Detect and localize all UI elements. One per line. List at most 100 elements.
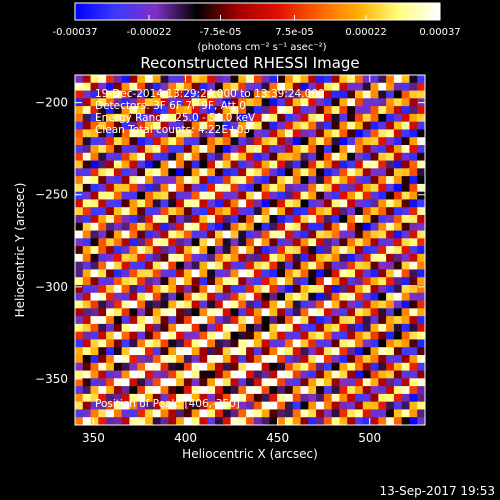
x-axis: 350 400 450 500 (82, 75, 381, 445)
heatmap-cell (261, 292, 271, 302)
heatmap-cell (160, 230, 169, 239)
heatmap-cell (362, 253, 372, 263)
heatmap-cell (339, 82, 348, 92)
heatmap-cell (393, 222, 403, 232)
heatmap-cell (316, 316, 325, 325)
heatmap-cell (121, 347, 131, 356)
heatmap-cell (215, 121, 224, 131)
heatmap-cell (316, 230, 325, 239)
heatmap-cell (137, 300, 146, 309)
heatmap-cell (246, 269, 255, 278)
heatmap-cell (323, 238, 333, 247)
heatmap-cell (316, 277, 325, 286)
y-axis-tick-label: −250 (35, 188, 68, 202)
heatmap-cell (152, 137, 162, 146)
heatmap-cell (261, 347, 271, 356)
heatmap-cell (393, 401, 403, 411)
heatmap-cell (386, 285, 395, 294)
heatmap-cell (261, 137, 271, 146)
heatmap-cell (199, 362, 208, 372)
heatmap-cell (230, 347, 239, 356)
heatmap-cell (339, 222, 348, 232)
heatmap-cell (168, 238, 177, 247)
heatmap-cell (300, 417, 309, 425)
heatmap-cell (308, 362, 317, 372)
heatmap-cell (98, 82, 107, 92)
heatmap-cell (176, 238, 185, 247)
heatmap-cell (90, 176, 99, 185)
colorbar-ticks: -0.00037 -0.00022 -7.5e-05 7.5e-05 0.00022 0.… (53, 15, 461, 38)
heatmap-cell (409, 152, 418, 162)
heatmap-cell (393, 82, 403, 92)
heatmap-cell (160, 82, 169, 92)
heatmap-cell (121, 152, 131, 162)
heatmap-cell (370, 277, 379, 286)
heatmap-cell (285, 152, 294, 162)
heatmap-cell (207, 90, 216, 99)
heatmap-cell (269, 75, 278, 84)
heatmap-cell (253, 277, 263, 286)
heatmap-cell (145, 300, 154, 309)
heatmap-cell (199, 292, 208, 302)
heatmap-cell (145, 323, 154, 333)
heatmap-cell (277, 238, 286, 247)
heatmap-cell (269, 98, 278, 107)
heatmap-cell (401, 137, 411, 146)
heatmap-cell (152, 145, 162, 154)
heatmap-cell (386, 277, 395, 286)
heatmap-cell (145, 230, 154, 239)
heatmap-cell (370, 316, 379, 325)
heatmap-cell (300, 207, 309, 216)
heatmap-cell (121, 386, 131, 395)
heatmap-cell (386, 82, 395, 92)
heatmap-cell (347, 355, 356, 364)
heatmap-cell (300, 113, 309, 123)
heatmap-cell (409, 355, 418, 364)
heatmap-cell (253, 331, 263, 341)
heatmap-cell (113, 285, 123, 294)
heatmap-cell (339, 207, 348, 216)
heatmap-cell (82, 82, 92, 92)
heatmap-cell (401, 207, 411, 216)
heatmap-cell (183, 238, 193, 247)
heatmap-cell (362, 246, 372, 255)
heatmap-cell (339, 292, 348, 302)
heatmap-cell (253, 137, 263, 146)
heatmap-cell (230, 362, 239, 372)
heatmap-cell (316, 121, 325, 131)
heatmap-cell (215, 129, 224, 138)
heatmap-cell (308, 277, 317, 286)
heatmap-cell (137, 409, 146, 418)
heatmap-cell (347, 168, 356, 177)
x-axis-tick-label: 500 (358, 431, 381, 445)
heatmap-cell (300, 98, 309, 107)
heatmap-cell (199, 269, 208, 278)
heatmap-cell (269, 277, 278, 286)
heatmap-cell (292, 285, 302, 294)
heatmap-cell (215, 355, 224, 364)
heatmap-cell (82, 339, 92, 348)
heatmap-cell (137, 191, 146, 201)
heatmap-cell (339, 362, 348, 372)
heatmap-cell (308, 386, 317, 395)
heatmap-cell (90, 253, 99, 263)
heatmap-cell (160, 378, 169, 387)
heatmap-cell (355, 417, 364, 425)
heatmap-cell (417, 199, 425, 208)
heatmap-cell (207, 238, 216, 247)
heatmap-cell (75, 152, 84, 162)
heatmap-cell (339, 183, 348, 193)
heatmap-cell (82, 106, 92, 115)
heatmap-cell (90, 308, 99, 317)
heatmap-cell (246, 152, 255, 162)
heatmap-cell (308, 82, 317, 92)
heatmap-cell (277, 145, 286, 154)
heatmap-cell (386, 261, 395, 271)
heatmap-cell (269, 152, 278, 162)
heatmap-cell (393, 145, 403, 154)
heatmap-cell (316, 129, 325, 138)
heatmap-cell (277, 323, 286, 333)
heatmap-cell (316, 82, 325, 92)
heatmap-cell (137, 355, 146, 364)
heatmap-cell (191, 269, 201, 278)
